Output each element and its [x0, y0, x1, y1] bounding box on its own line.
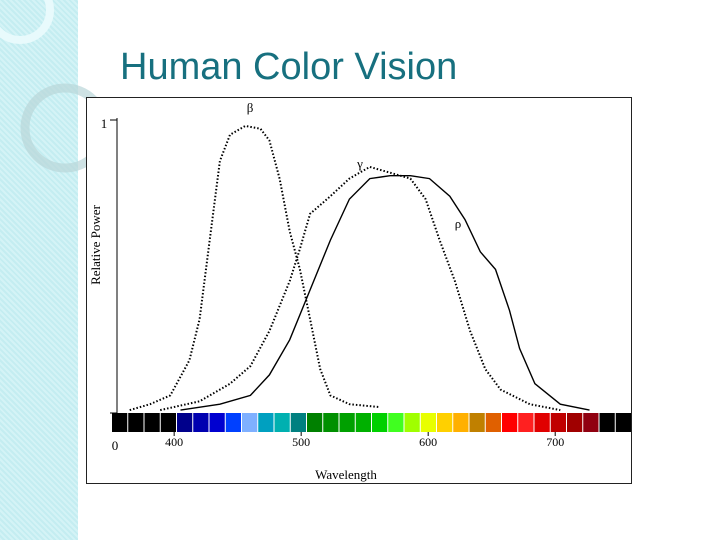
spectrum-cell — [550, 413, 566, 432]
spectrum-cell — [372, 413, 388, 432]
y-tick-label: 1 — [101, 116, 108, 131]
spectrum-cell — [339, 413, 355, 432]
spectrum-cell — [144, 413, 160, 432]
spectrum-cell — [323, 413, 339, 432]
y-axis-label: Relative Power — [88, 204, 103, 284]
spectrum-cell — [388, 413, 404, 432]
spectrum-cell — [420, 413, 436, 432]
series-line — [180, 175, 590, 411]
spectrum-cell — [177, 413, 193, 432]
spectrum-cell — [502, 413, 518, 432]
spectrum-cell — [193, 413, 209, 432]
x-tick-label: 600 — [419, 435, 437, 449]
x-tick-label: 700 — [546, 435, 564, 449]
spectrum-cell — [225, 413, 241, 432]
spectrum-cell — [437, 413, 453, 432]
spectrum-cell — [355, 413, 371, 432]
spectrum-cell — [242, 413, 258, 432]
spectrum-cell — [583, 413, 599, 432]
spectrum-cell — [599, 413, 615, 432]
series-line — [159, 165, 561, 412]
spectrum-cell — [534, 413, 550, 432]
spectrum-cell — [615, 413, 631, 432]
slide-title: Human Color Vision — [120, 46, 458, 88]
series-line — [129, 124, 380, 412]
series-label: γ — [356, 156, 363, 171]
spectrum-cell — [290, 413, 306, 432]
x-axis-label: Wavelength — [315, 467, 377, 482]
x-tick-label: 400 — [165, 435, 183, 449]
spectrum-cell — [567, 413, 583, 432]
spectrum-cell — [404, 413, 420, 432]
series-label: ρ — [455, 216, 462, 231]
spectrum-cell — [307, 413, 323, 432]
spectrum-cell — [485, 413, 501, 432]
decor-circle — [0, 0, 54, 44]
spectrum-cell — [209, 413, 225, 432]
spectrum-cell — [453, 413, 469, 432]
spectrum-cell — [518, 413, 534, 432]
series-label: β — [247, 100, 254, 115]
x-tick-label: 500 — [292, 435, 310, 449]
spectrum-cell — [258, 413, 274, 432]
spectrum-cell — [469, 413, 485, 432]
spectrum-cell — [160, 413, 176, 432]
y-tick-label: 0 — [112, 438, 119, 453]
spectrum-cell — [112, 413, 128, 432]
spectrum-cell — [128, 413, 144, 432]
spectrum-cell — [274, 413, 290, 432]
